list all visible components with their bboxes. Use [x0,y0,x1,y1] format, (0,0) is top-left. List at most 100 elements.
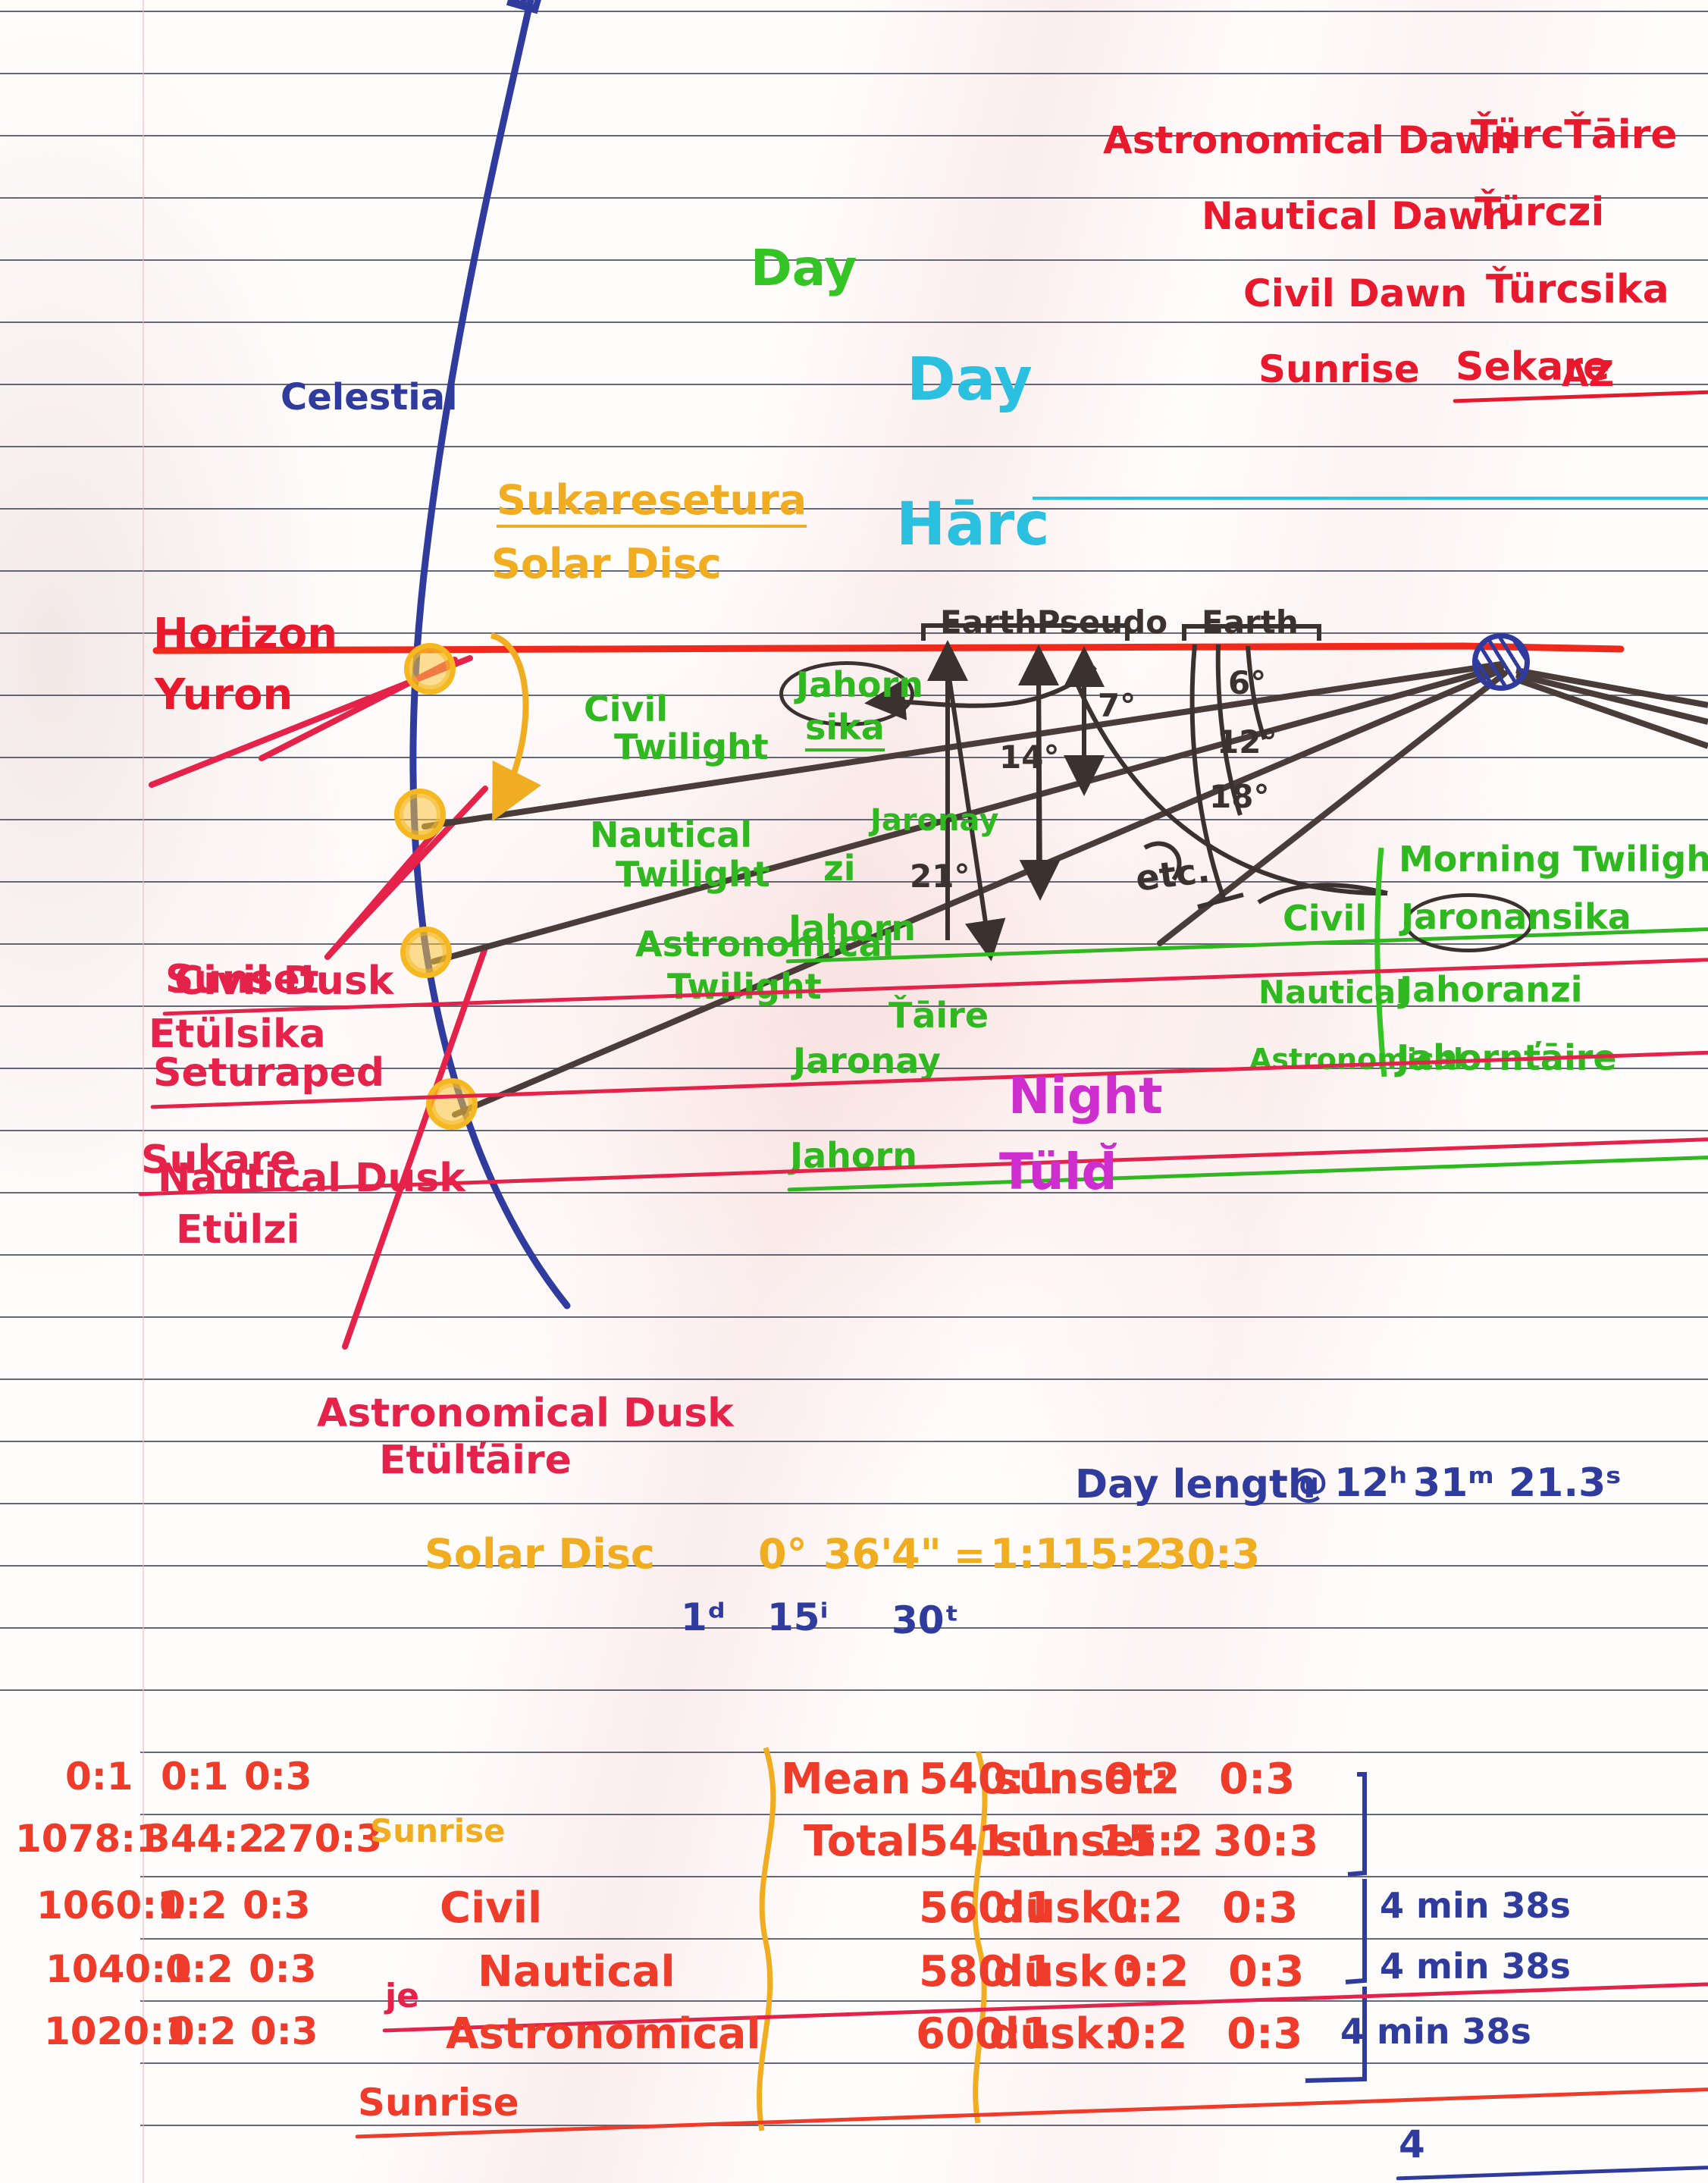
ecliptic-curve [409,0,571,1309]
earth-bracket-label: Earth [1202,604,1299,641]
row2-name1: Total [804,1817,920,1866]
row2-left-2: 344:2 [144,1817,265,1861]
row1-tag: Sunrise [358,2084,1708,2122]
sunset-conlang-2: Sukare [141,1140,1708,1181]
solar-disc-en: Solar Disc [491,540,722,588]
row2-result-3: 30:3 [1213,1817,1319,1866]
row4-name1: Nautical [478,1947,675,1996]
depression-line-18 [452,667,1504,1118]
ray-out-1 [1515,667,1708,708]
day-length-seconds: 21.3ˢ [1509,1460,1622,1506]
civil-twilight-en-1: Civil [584,688,669,729]
row5-name2: dusk: [989,2009,1120,2059]
sunrise-en: Sunrise [1258,347,1420,391]
arc-18 [1189,644,1226,899]
row3-name2: dusk : [995,1883,1141,1933]
row4-left-3: 0:3 [249,1947,317,1991]
row1-result-1: 540:1 [919,1755,1055,1804]
row4-result-2: 0:2 [1113,1947,1189,1996]
depression-line-extra [1157,670,1508,946]
row3-left-3: 0:3 [243,1883,311,1927]
morning-civil-en: Civil [1283,898,1368,939]
angle-arrow-21b [945,667,1006,961]
row3-name1: Civil [440,1883,543,1933]
margin-line [143,0,144,2183]
table-separator-right [972,1750,988,2124]
solar-disc-conlang: Sukaresetura [497,476,807,528]
row3-result-3: 0:3 [1222,1883,1299,1933]
etc-label: etc. [1133,849,1212,899]
row4-note: 4 min 38s [1380,1946,1571,1987]
row1-left-3: 0:3 [244,1755,312,1799]
solar-disc-unit-2: 15ⁱ [767,1595,829,1639]
row2-result-1: 541:1 [919,1817,1055,1866]
angle-6deg: 6° [1228,664,1267,701]
civil-dusk-en: Civil Dusk [174,958,394,1004]
arc-12 [1215,644,1243,816]
angle-18deg: 18° [1209,778,1270,815]
sunset-conlang: Seturaped [153,1053,1708,1093]
horizon-translation: Yuron [155,670,293,720]
solar-disc-part-1: 1:1 [990,1530,1064,1578]
astronomical-dusk-conlang: Etülťāire [379,1438,572,1483]
horizon-line [152,642,1625,654]
row1-left-1: 0:1 [65,1755,133,1799]
astronomical-dawn-en: Astronomical Dawn [1103,118,1517,162]
row5-result-3: 0:3 [1227,2009,1303,2059]
pointer-to-jaronansika [1074,681,1388,896]
row1-left-2: 0:1 [161,1755,229,1799]
day-cyan-label: Day [907,346,1033,414]
angle-14deg: 14° [999,739,1060,776]
astronomical-dawn-conlang: ŤürcŤāire [1471,112,1678,158]
angle-12deg: 12° [1217,723,1277,761]
solar-disc-seconds: 4" [892,1530,942,1578]
sunrise-conlang-suffix: AZ [1562,353,1614,394]
day-cyan-translation: Hārc [896,494,1708,556]
solar-disc-equals: = [954,1533,986,1577]
solar-disc-unit-3: 30ᵗ [892,1598,959,1642]
jahornsika-circle [779,661,914,726]
row2-result-2: 15:2 [1098,1817,1204,1866]
solar-disc-part-2: 15:2 [1061,1530,1164,1578]
morning-twilight-heading: Morning Twilight [1399,839,1708,880]
row5-result-2: 0:2 [1111,2009,1188,2059]
night-label: Night [1008,1067,1163,1125]
row3-note: 4 min 38s [1380,1885,1571,1926]
table-separator-left [757,1746,776,2131]
brace-2 [1345,1879,1367,1984]
night-translation: Tüld̆ [999,1143,1117,1201]
astronomical-twilight-en-1: Astronomical [635,924,895,964]
civil-dusk-conlang: Etülsika [149,1012,326,1057]
sun-marker-sunset [404,643,456,695]
row2-left-1: 1078:1 [15,1817,162,1861]
row4-result-1: 580:1 [919,1947,1055,1996]
day-length-minutes: 31ᵐ [1413,1460,1494,1506]
nautical-dusk-en: Nautical Dusk [158,1156,465,1201]
row3-result-1: 560:1 [919,1883,1055,1933]
earthpseudo-bracket-label: EarthPseudo [940,604,1168,641]
row2-left-3: 270:3 [262,1817,383,1861]
bracket-earthpseudo [921,623,1130,641]
row4-left-1: 1040:1 [45,1947,193,1991]
morning-civil-conlang: Jaronansika [1401,896,1631,937]
pointer-to-jaronansika-2 [1257,883,1388,905]
row5-left-1: 1020:1 [44,2009,191,2053]
astronomical-dusk-en: Astronomical Dusk [317,1391,734,1436]
row3-result-2: 0:2 [1107,1883,1183,1933]
civil-twilight-en-2: Twilight [614,726,769,767]
solar-disc-degrees: 0° [758,1530,807,1578]
horizon-label: Horizon [153,610,338,659]
row5-name1: Astronomical [446,2009,761,2059]
day-length-at: @ [1289,1460,1328,1506]
row3-left-2: 0:2 [159,1883,227,1927]
nautical-dawn-conlang: Ťürczi [1475,190,1605,235]
row5-result-1: 600:1 [916,2009,1051,2059]
solar-disc-part-3: 30:3 [1158,1530,1261,1578]
solar-disc-arc [490,632,541,822]
brace-1 [1347,1772,1367,1877]
solar-disc-row-label: Solar Disc [425,1530,655,1578]
celestial-label: Celestial [280,376,458,419]
angle-21deg: 21° [910,858,970,895]
row1-name2: sunset: [993,1755,1171,1804]
row5-note: 4 min 38s [1340,2011,1531,2052]
